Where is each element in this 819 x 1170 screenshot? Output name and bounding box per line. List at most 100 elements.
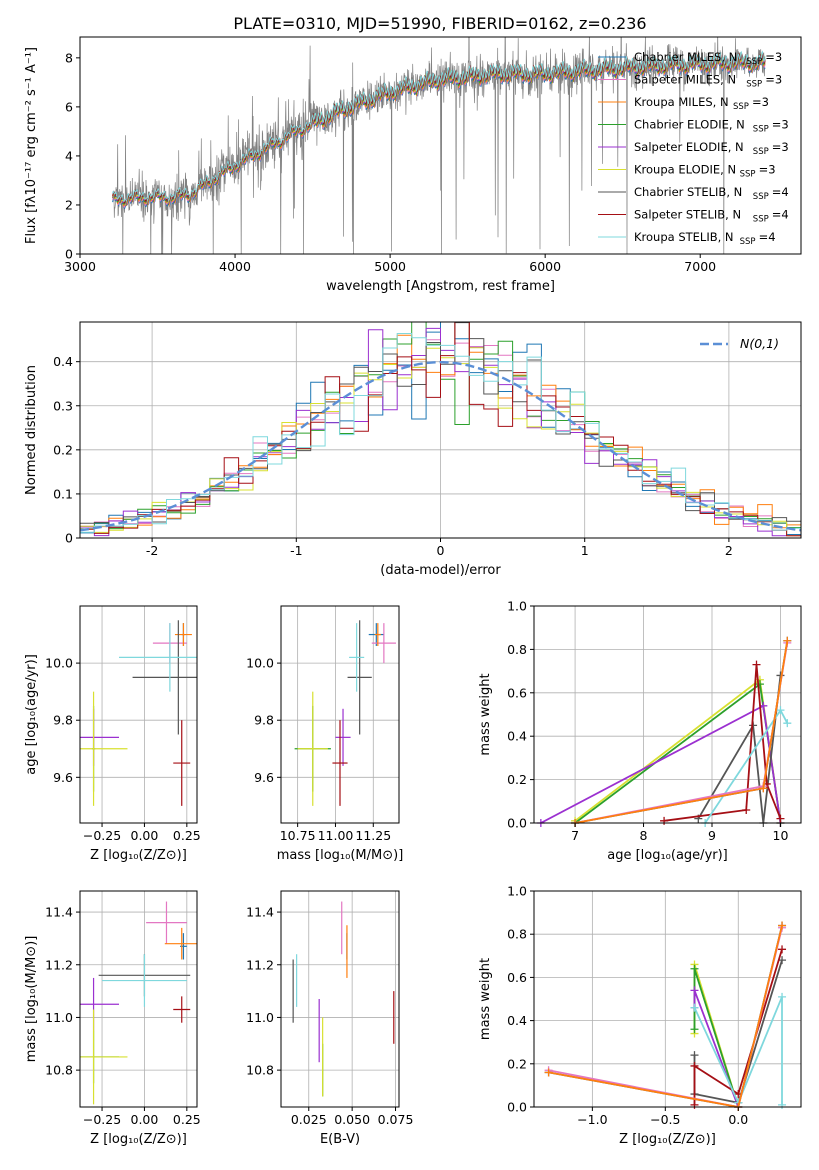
weight-marker <box>759 784 768 793</box>
y-tick-label: 0.2 <box>507 772 527 787</box>
x-tick-label: 8 <box>640 828 648 843</box>
x-axis-label: Z [log₁₀(Z/Z⊙)] <box>90 1132 187 1147</box>
legend-tail: =3 <box>752 95 769 109</box>
axes-frame <box>280 605 400 824</box>
y-tick-label: 8 <box>65 50 73 65</box>
legend-label: Salpeter ELODIE, N <box>634 140 744 154</box>
weight-line <box>693 949 783 1105</box>
x-axis-label: Z [log₁₀(Z/Z⊙)] <box>619 1132 716 1147</box>
y-tick-label: 0.4 <box>53 354 73 369</box>
y-tick-label: 0.4 <box>507 1013 527 1028</box>
x-axis-label: age [log₁₀(age/yr)] <box>607 848 728 863</box>
x-tick-label: 10 <box>773 828 789 843</box>
x-axis-label: mass [log₁₀(M/M⊙)] <box>277 848 404 863</box>
y-tick-label: 10.8 <box>246 1063 274 1078</box>
massweight_vs_Z-panel: −1.0 −0.5 0.0 0.0 0.2 0.4 0.6 0.8 1.0 Z [log₁₀(Z/… <box>478 884 802 1147</box>
x-tick-label: -2 <box>146 543 158 558</box>
weight-marker <box>783 719 792 728</box>
weight-marker <box>776 706 785 715</box>
legend-sub: SSP <box>740 170 756 180</box>
age_vs_mass-panel: 10.75 11.00 11.25 9.6 9.8 10.0 mass [log₁₀(M/M… <box>246 605 404 863</box>
y-tick-label: 0 <box>65 531 73 546</box>
y-tick-label: 1.0 <box>507 884 527 899</box>
residuals-panel: -2 -1 0 1 2 0 0.1 0.2 0.3 0.4 (data-model)/error No… <box>24 321 802 578</box>
weight-marker <box>778 992 787 1001</box>
mass_vs_Z-panel: −0.25 0.00 0.25 10.8 11.0 11.2 11.4 Z [log₁₀(Z/… <box>24 890 201 1147</box>
axes-frame <box>79 605 198 824</box>
weight-marker <box>778 921 787 930</box>
legend-sub: SSP <box>753 192 769 202</box>
x-tick-label: 5000 <box>374 259 406 274</box>
y-tick-label: 0 <box>65 247 73 262</box>
x-tick-label: 0.00 <box>131 828 159 843</box>
y-axis-label: mass weight <box>478 958 493 1040</box>
x-tick-label: 4000 <box>219 259 251 274</box>
x-tick-label: 0.025 <box>291 1112 327 1127</box>
x-tick-label: 0.25 <box>173 1112 201 1127</box>
x-tick-label: 0.25 <box>173 828 201 843</box>
legend-tail: =3 <box>772 118 789 132</box>
x-axis-label: Z [log₁₀(Z/Z⊙)] <box>90 848 187 863</box>
legend-label: Kroupa ELODIE, N <box>634 163 736 177</box>
legend-tail: =3 <box>765 73 782 87</box>
x-tick-label: 6000 <box>529 259 561 274</box>
y-tick-label: 0.1 <box>53 486 73 501</box>
y-tick-label: 11.0 <box>45 1010 73 1025</box>
y-tick-label: 10.8 <box>45 1063 73 1078</box>
y-tick-label: 0.8 <box>507 642 527 657</box>
legend-sub: SSP <box>746 80 762 90</box>
y-tick-label: 0.3 <box>53 398 73 413</box>
y-tick-label: 0.6 <box>507 685 527 700</box>
legend-label: Chabrier MILES, N <box>634 50 737 64</box>
spectrum-model-line <box>112 56 766 210</box>
spectrum-model-line <box>112 50 766 203</box>
x-tick-label: 7000 <box>684 259 716 274</box>
legend-tail: =3 <box>765 50 782 64</box>
massweight_vs_age-panel: 7 8 9 10 0.0 0.2 0.4 0.6 0.8 1.0 age [log₁₀(age/yr… <box>478 599 802 863</box>
axes-frame <box>533 890 802 1108</box>
spectrum-model-line <box>112 52 766 205</box>
legend-label: Salpeter STELIB, N <box>634 208 741 222</box>
figure-title: PLATE=0310, MJD=51990, FIBERID=0162, z=0… <box>233 14 646 33</box>
weight-marker <box>742 805 751 814</box>
x-tick-label: 1 <box>581 543 589 558</box>
weight-line <box>697 675 782 823</box>
legend-label: Kroupa STELIB, N <box>634 230 734 244</box>
axes-frame <box>79 36 802 255</box>
spectrum-panel: 3000 4000 5000 6000 7000 0 2 4 6 8 wavelength [Ang… <box>24 36 802 294</box>
legend-sub: SSP <box>746 57 762 67</box>
weight-marker <box>544 1068 553 1077</box>
legend-sub: SSP <box>753 125 769 135</box>
x-tick-label: -1 <box>290 543 302 558</box>
x-tick-label: 0.0 <box>728 1112 748 1127</box>
y-tick-label: 11.0 <box>246 1010 274 1025</box>
legend-sub: SSP <box>753 215 769 225</box>
weight-line <box>548 925 783 1107</box>
y-axis-label: mass [log₁₀(M/M⊙)] <box>24 936 39 1063</box>
legend-label: N(0,1) <box>740 336 779 351</box>
weight-marker <box>690 1100 699 1109</box>
y-tick-label: 0.2 <box>507 1056 527 1071</box>
legend-tail: =4 <box>759 230 776 244</box>
mass_vs_EBV-panel: 0.025 0.050 0.075 10.8 11.0 11.2 11.4 E(B-V) <box>246 890 413 1147</box>
legend-tail: =4 <box>772 185 789 199</box>
y-tick-label: 0.0 <box>507 816 527 831</box>
y-axis-label: Flux [fλ10⁻¹⁷ erg cm⁻² s⁻¹ A⁻¹] <box>24 47 39 244</box>
weight-marker <box>778 1100 787 1109</box>
spectrum-model-line <box>112 51 766 204</box>
y-tick-label: 2 <box>65 197 73 212</box>
x-tick-label: 11.25 <box>355 828 391 843</box>
weight-marker <box>690 1025 699 1034</box>
x-tick-label: 2 <box>725 543 733 558</box>
weight-marker <box>776 814 785 823</box>
axes-frame <box>280 890 400 1108</box>
age_vs_Z-panel: −0.25 0.00 0.25 9.6 9.8 10.0 Z [log₁₀(Z/Z⊙)] ag… <box>24 605 201 863</box>
legend-sub: SSP <box>753 147 769 157</box>
axes-frame <box>79 890 198 1108</box>
x-tick-label: 10.75 <box>280 828 316 843</box>
x-tick-label: 9 <box>708 828 716 843</box>
y-tick-label: 9.6 <box>53 770 73 785</box>
y-tick-label: 1.0 <box>507 599 527 614</box>
